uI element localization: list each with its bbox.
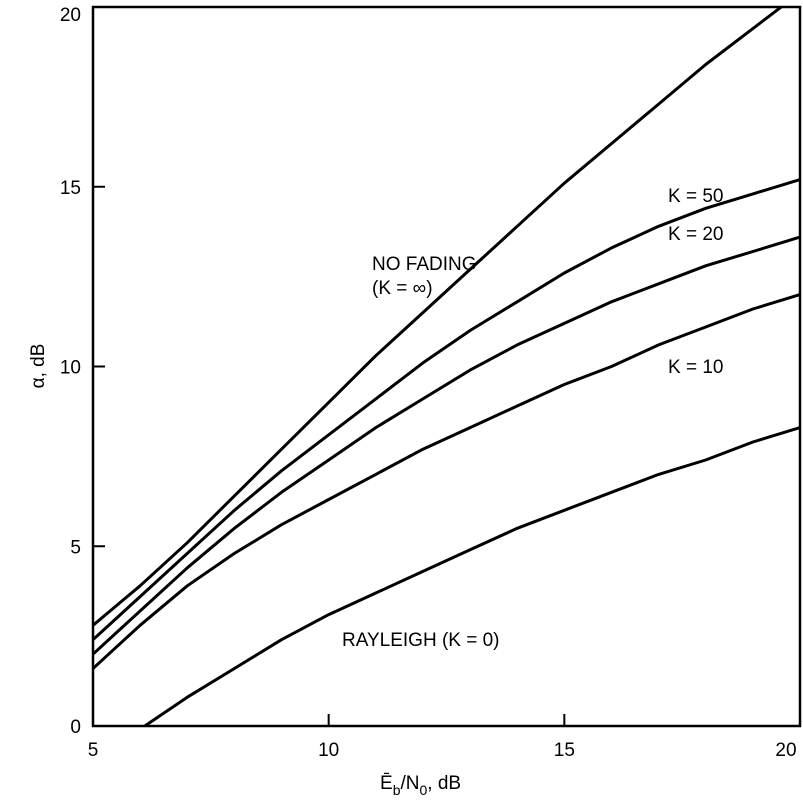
series-line-k-50 [93, 178, 800, 642]
x-axis-label-tail: , dB [427, 773, 461, 794]
annotation-k10: K = 10 [668, 357, 723, 378]
ticks-group [92, 6, 801, 727]
annotation-no-fading-k: (K = ∞) [372, 278, 433, 299]
x-axis-label-sub-b: b [393, 782, 401, 798]
y-tick-label-0: 0 [70, 717, 81, 738]
annotation-k50: K = 50 [668, 186, 723, 207]
x-tick-label-20: 20 [775, 740, 796, 761]
series-line-k-10 [93, 293, 800, 670]
x-axis-label-mid: /N [400, 773, 419, 794]
x-axis-label-sub-0: 0 [419, 782, 427, 798]
x-axis-label-e: Ē [380, 773, 393, 794]
x-tick-label-15: 15 [554, 740, 575, 761]
series-line-rayleigh-k-0 [143, 426, 800, 726]
x-tick-label-10: 10 [318, 740, 339, 761]
y-tick-label-15: 15 [60, 178, 81, 199]
annotation-rayleigh: RAYLEIGH (K = 0) [342, 630, 500, 651]
x-axis-label: Ēb/N0, dB [380, 773, 461, 798]
y-tick-label-5: 5 [70, 537, 81, 558]
annotation-no-fading: NO FADING [372, 254, 477, 275]
series-line-k-20 [93, 235, 800, 656]
x-tick-label-5: 5 [88, 740, 99, 761]
curves-group [93, 7, 800, 726]
y-axis-label: α, dB [28, 344, 49, 389]
annotation-k20: K = 20 [668, 224, 723, 245]
y-tick-label-10: 10 [60, 358, 81, 379]
series-line-no-fading-k [93, 7, 784, 627]
y-tick-label-20: 20 [60, 5, 81, 26]
